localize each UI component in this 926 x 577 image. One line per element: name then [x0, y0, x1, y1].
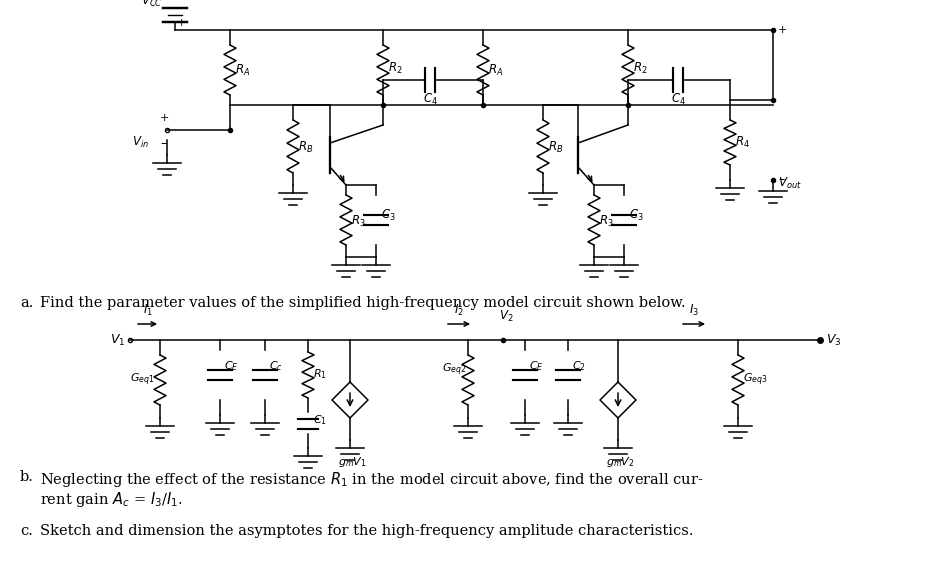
Text: $V_{in}$: $V_{in}$ [132, 135, 149, 150]
Text: +: + [159, 113, 169, 123]
Text: Find the parameter values of the simplified high-frequency model circuit shown b: Find the parameter values of the simplif… [40, 296, 685, 310]
Text: $R_3$: $R_3$ [351, 213, 366, 228]
Text: $C_3$: $C_3$ [629, 208, 644, 223]
Text: $I_1$: $I_1$ [143, 303, 153, 318]
Text: $G_{eq3}$: $G_{eq3}$ [743, 372, 768, 388]
Text: $V_{CC}$: $V_{CC}$ [142, 0, 163, 9]
Text: $R_2$: $R_2$ [388, 61, 403, 76]
Text: $V_3$: $V_3$ [826, 332, 842, 347]
Text: $G_{eq1}$: $G_{eq1}$ [131, 372, 155, 388]
Text: $R_2$: $R_2$ [633, 61, 647, 76]
Text: +: + [177, 18, 186, 28]
Text: –: – [161, 137, 167, 151]
Text: $I_3$: $I_3$ [689, 303, 699, 318]
Text: b.: b. [20, 470, 34, 484]
Text: a.: a. [20, 296, 33, 310]
Text: c.: c. [20, 524, 33, 538]
Text: $C_4$: $C_4$ [670, 92, 685, 107]
Text: $g_m V_1$: $g_m V_1$ [338, 455, 367, 469]
Text: $R_A$: $R_A$ [235, 62, 250, 77]
Text: $C_4$: $C_4$ [422, 92, 437, 107]
Text: $R_1$: $R_1$ [313, 367, 327, 381]
Text: rent gain $A_c$ = $I_3$/$I_1$.: rent gain $A_c$ = $I_3$/$I_1$. [40, 490, 182, 509]
Text: $C_E$: $C_E$ [529, 359, 544, 373]
Text: $R_A$: $R_A$ [488, 62, 503, 77]
Text: $V_{out}$: $V_{out}$ [778, 175, 802, 190]
Text: $C_E$: $C_E$ [224, 359, 239, 373]
Text: $G_{eq2}$: $G_{eq2}$ [442, 362, 466, 378]
Text: $R_B$: $R_B$ [298, 140, 313, 155]
Text: Sketch and dimension the asymptotes for the high-frequency amplitude characteris: Sketch and dimension the asymptotes for … [40, 524, 694, 538]
Text: $R_B$: $R_B$ [548, 140, 563, 155]
Text: –: – [778, 174, 784, 186]
Text: $C_c$: $C_c$ [269, 359, 283, 373]
Text: $g_m V_2$: $g_m V_2$ [606, 455, 634, 469]
Text: $V_2$: $V_2$ [499, 309, 513, 324]
Text: +: + [778, 25, 787, 35]
Text: $I_2$: $I_2$ [454, 303, 464, 318]
Text: Neglecting the effect of the resistance $R_1$ in the model circuit above, find t: Neglecting the effect of the resistance … [40, 470, 704, 489]
Text: $C_2$: $C_2$ [572, 359, 586, 373]
Text: $R_3$: $R_3$ [599, 213, 614, 228]
Text: $C_1$: $C_1$ [313, 413, 327, 427]
Text: $V_1$: $V_1$ [109, 332, 125, 347]
Text: $C_3$: $C_3$ [381, 208, 395, 223]
Text: $R_4$: $R_4$ [735, 134, 750, 149]
